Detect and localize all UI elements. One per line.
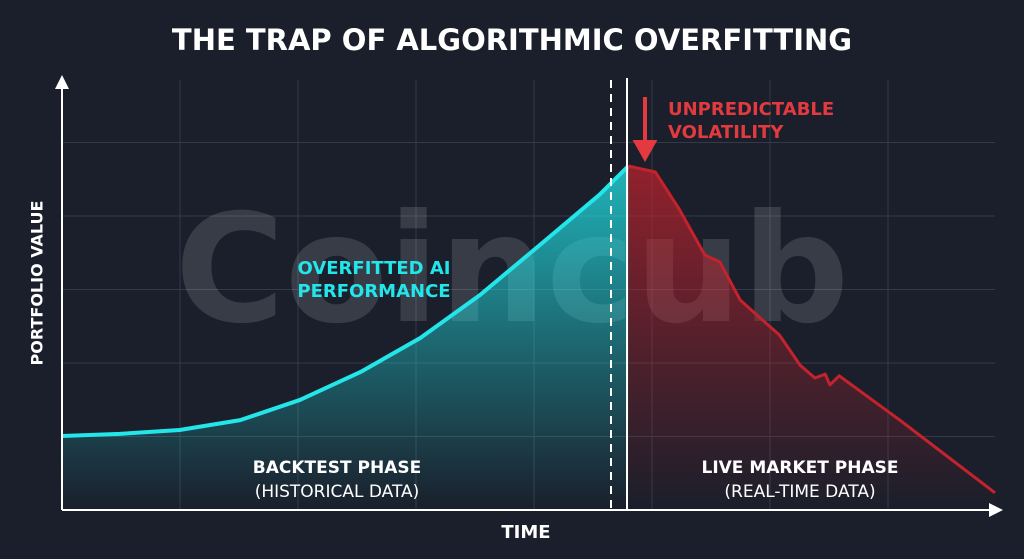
phase-sublabel: (HISTORICAL DATA) [255, 482, 420, 502]
annotation-arrow [632, 97, 658, 163]
annotation: PERFORMANCE [297, 281, 450, 302]
line [61, 164, 630, 439]
plot [61, 164, 996, 510]
annotation: VOLATILITY [668, 122, 784, 143]
phase-sublabel: (REAL-TIME DATA) [724, 482, 875, 502]
annotation: OVERFITTED AI [298, 258, 451, 279]
line [628, 164, 996, 494]
phase-label: BACKTEST PHASE [253, 458, 421, 478]
phase-label: LIVE MARKET PHASE [701, 458, 898, 478]
annotation: UNPREDICTABLE [668, 99, 834, 120]
chart-title: THE TRAP OF ALGORITHMIC OVERFITTING [172, 23, 852, 57]
x-axis-label: TIME [501, 522, 550, 543]
area [62, 166, 629, 510]
y-axis-label: PORTFOLIO VALUE [28, 201, 47, 366]
